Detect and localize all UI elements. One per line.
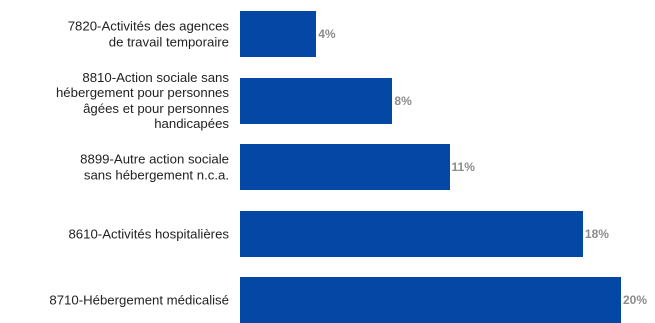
category-label-line: 7820-Activités des agences bbox=[67, 18, 229, 34]
bar bbox=[240, 144, 450, 190]
data-label: 11% bbox=[451, 160, 475, 174]
data-label: 4% bbox=[318, 27, 336, 41]
category-label: 8810-Action sociale sans hébergement pour… bbox=[0, 70, 229, 132]
category-label-line: 8899-Autre action sociale bbox=[80, 151, 229, 167]
category-label: 8610-Activités hospitalières bbox=[0, 226, 229, 242]
category-label-line: 8710-Hébergement médicalisé bbox=[49, 292, 229, 308]
category-label: 7820-Activités des agences de travail tem… bbox=[0, 19, 229, 50]
data-label: 20% bbox=[623, 293, 648, 307]
category-label-line: hébergement pour personnes bbox=[55, 85, 229, 100]
bar bbox=[240, 277, 621, 323]
category-label-line: 8610-Activités hospitalières bbox=[68, 225, 229, 241]
bar bbox=[240, 210, 583, 257]
bar bbox=[240, 77, 393, 124]
category-label-line: sans hébergement n.c.a. bbox=[83, 167, 229, 182]
data-label: 18% bbox=[584, 226, 609, 241]
category-label-line: 8810-Action sociale sans bbox=[82, 69, 229, 85]
category-label-line: de travail temporaire bbox=[108, 34, 229, 49]
category-label-line: handicapées bbox=[154, 116, 229, 131]
data-label: 8% bbox=[394, 93, 412, 108]
bar bbox=[240, 11, 317, 57]
category-label: 8710-Hébergement médicalisé bbox=[0, 292, 229, 308]
category-label-line: âgées et pour personnes bbox=[83, 100, 229, 116]
category-label: 8899-Autre action sociale sans hébergemen… bbox=[0, 152, 229, 183]
